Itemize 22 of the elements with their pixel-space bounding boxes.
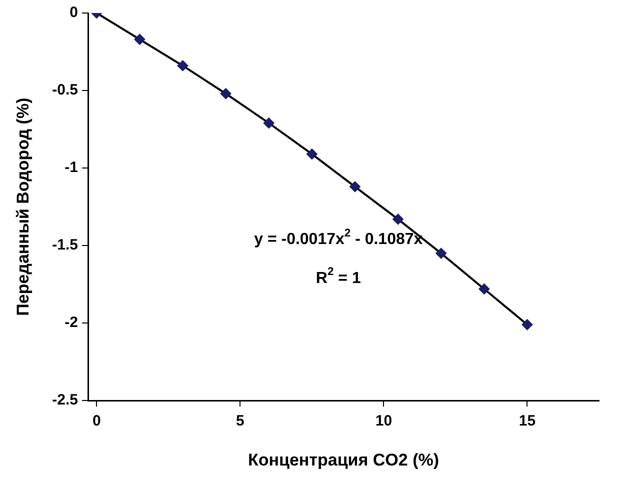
point — [392, 214, 404, 225]
point — [436, 248, 447, 259]
y-tick-label: -0.5 — [52, 82, 78, 99]
x-tick-label: 15 — [518, 412, 536, 430]
point — [478, 283, 490, 294]
x-tick-label: 10 — [375, 412, 392, 430]
point — [263, 118, 274, 129]
point — [306, 148, 318, 160]
point — [134, 34, 146, 45]
point — [349, 181, 360, 192]
x-axis-title: Концентрация CO2 (%) — [248, 450, 440, 470]
x-tick-label: 0 — [92, 412, 101, 430]
y-tick-label: -2.5 — [52, 392, 78, 409]
point — [522, 319, 533, 330]
y-tick-label: -1.5 — [52, 236, 78, 254]
y-axis-title: Переданный Водород (%) — [14, 98, 33, 316]
y-tick-label: -1 — [64, 159, 78, 176]
y-tick-label: -2 — [64, 314, 78, 332]
point — [177, 60, 188, 72]
point — [220, 88, 232, 100]
y-tick-label: 0 — [70, 4, 78, 22]
x-tick-label: 5 — [236, 412, 244, 430]
